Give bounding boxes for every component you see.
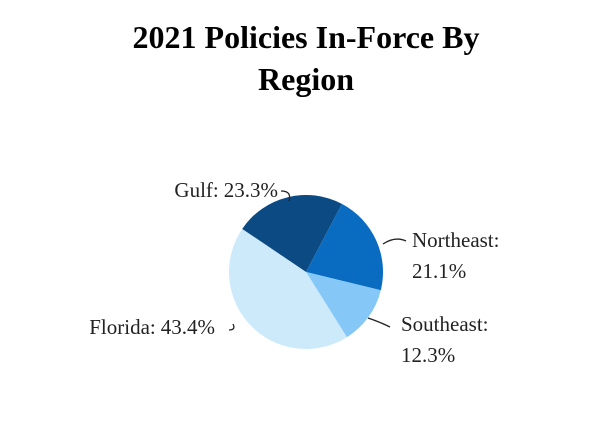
pie-slice bbox=[306, 272, 381, 338]
leader-line bbox=[228, 323, 235, 331]
slice-category: Florida: bbox=[89, 315, 156, 339]
slice-category: Southeast: bbox=[401, 312, 489, 336]
slice-category: Gulf: bbox=[174, 178, 218, 202]
slice-value: 23.3% bbox=[224, 178, 278, 202]
slice-value: 12.3% bbox=[401, 343, 455, 367]
slice-label: Southeast: 12.3% bbox=[401, 312, 489, 367]
leader-line bbox=[367, 317, 391, 328]
leader-line bbox=[280, 190, 291, 202]
slice-label: Florida: 43.4% bbox=[89, 315, 215, 339]
slice-label: Gulf: 23.3% bbox=[174, 178, 278, 202]
pie-slice bbox=[306, 203, 383, 291]
slice-label: Northeast: 21.1% bbox=[412, 228, 499, 283]
slice-value: 21.1% bbox=[412, 259, 466, 283]
slice-category: Northeast: bbox=[412, 228, 499, 252]
pie-slice bbox=[242, 195, 342, 272]
leader-line bbox=[382, 238, 407, 245]
chart-title: 2021 Policies In-Force By Region bbox=[132, 19, 480, 97]
pie-slice bbox=[229, 228, 347, 349]
slice-value: 43.4% bbox=[161, 315, 215, 339]
